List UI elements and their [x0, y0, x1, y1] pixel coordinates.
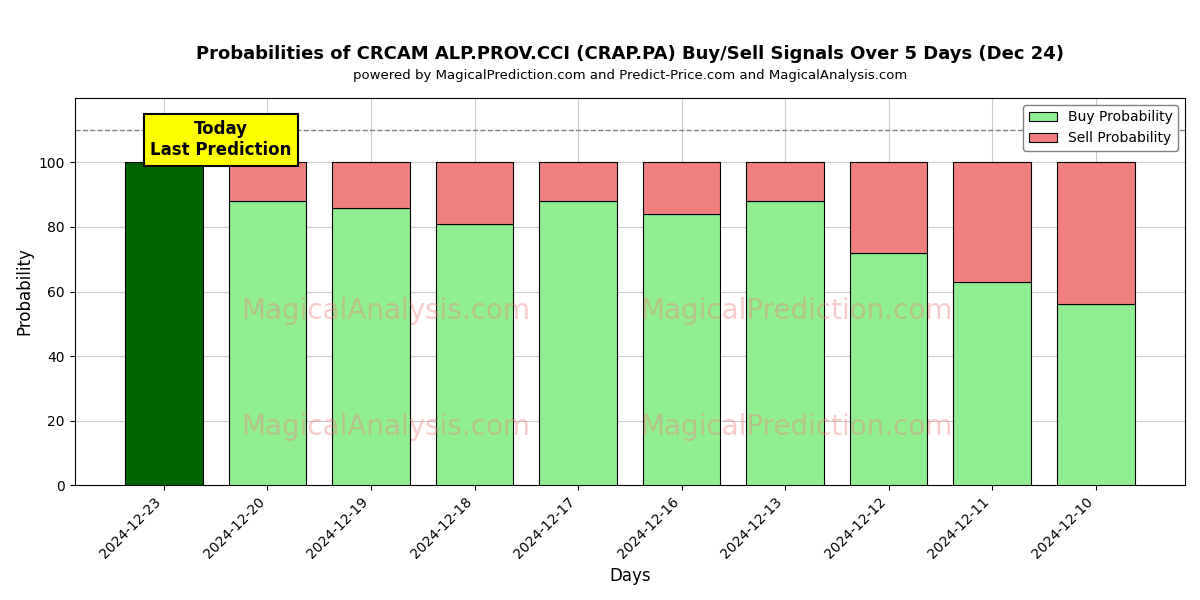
Y-axis label: Probability: Probability: [16, 248, 34, 335]
Bar: [746, 201, 824, 485]
Text: Today
Last Prediction: Today Last Prediction: [150, 121, 292, 159]
Bar: [953, 163, 1031, 282]
Bar: [850, 253, 928, 485]
Bar: [746, 163, 824, 201]
Bar: [850, 163, 928, 253]
Bar: [125, 163, 203, 485]
Legend: Buy Probability, Sell Probability: Buy Probability, Sell Probability: [1024, 105, 1178, 151]
Bar: [332, 208, 410, 485]
Text: MagicalPrediction.com: MagicalPrediction.com: [640, 413, 953, 441]
Bar: [229, 163, 306, 201]
Bar: [643, 214, 720, 485]
Bar: [332, 163, 410, 208]
Bar: [436, 163, 514, 224]
Text: MagicalAnalysis.com: MagicalAnalysis.com: [241, 413, 530, 441]
Bar: [1057, 163, 1134, 304]
Bar: [1057, 304, 1134, 485]
Bar: [539, 201, 617, 485]
Bar: [436, 224, 514, 485]
Text: MagicalPrediction.com: MagicalPrediction.com: [640, 297, 953, 325]
Text: powered by MagicalPrediction.com and Predict-Price.com and MagicalAnalysis.com: powered by MagicalPrediction.com and Pre…: [353, 70, 907, 82]
Bar: [643, 163, 720, 214]
Bar: [229, 201, 306, 485]
Bar: [539, 163, 617, 201]
Title: Probabilities of CRCAM ALP.PROV.CCI (CRAP.PA) Buy/Sell Signals Over 5 Days (Dec : Probabilities of CRCAM ALP.PROV.CCI (CRA…: [196, 45, 1064, 63]
X-axis label: Days: Days: [610, 567, 650, 585]
Bar: [953, 282, 1031, 485]
Text: MagicalAnalysis.com: MagicalAnalysis.com: [241, 297, 530, 325]
